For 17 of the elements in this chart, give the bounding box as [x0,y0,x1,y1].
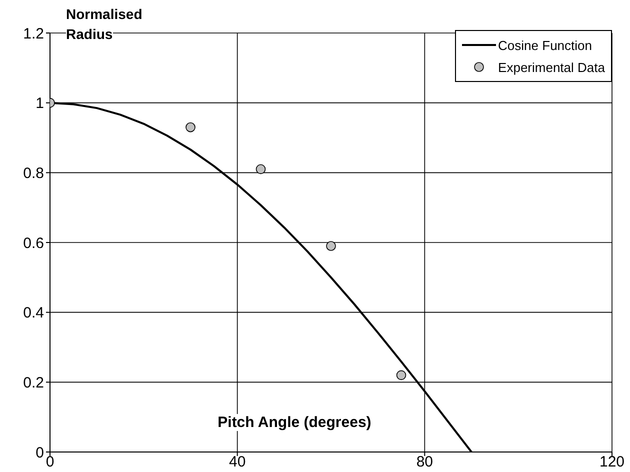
x-axis-title: Pitch Angle (degrees) [218,414,372,431]
y-tick-label: 1.2 [23,25,44,42]
x-tick-label: 80 [416,454,434,471]
y-tick-label: 0.4 [23,304,44,322]
y-tick-label: 0.8 [23,164,44,182]
y-tick-label: 0.2 [23,374,44,392]
x-tick-label: 120 [599,454,625,471]
y-axis-title: Normalised Radius [66,6,142,42]
point [396,370,406,380]
y-tick-label: 1 [36,95,44,112]
legend-label: Experimental Data [498,60,605,74]
x-tick-label: 40 [228,454,246,471]
point [256,164,266,174]
point [186,122,196,132]
y-tick-label: 0.6 [23,234,44,252]
legend-label: Cosine Function [498,38,592,52]
point [326,241,336,251]
